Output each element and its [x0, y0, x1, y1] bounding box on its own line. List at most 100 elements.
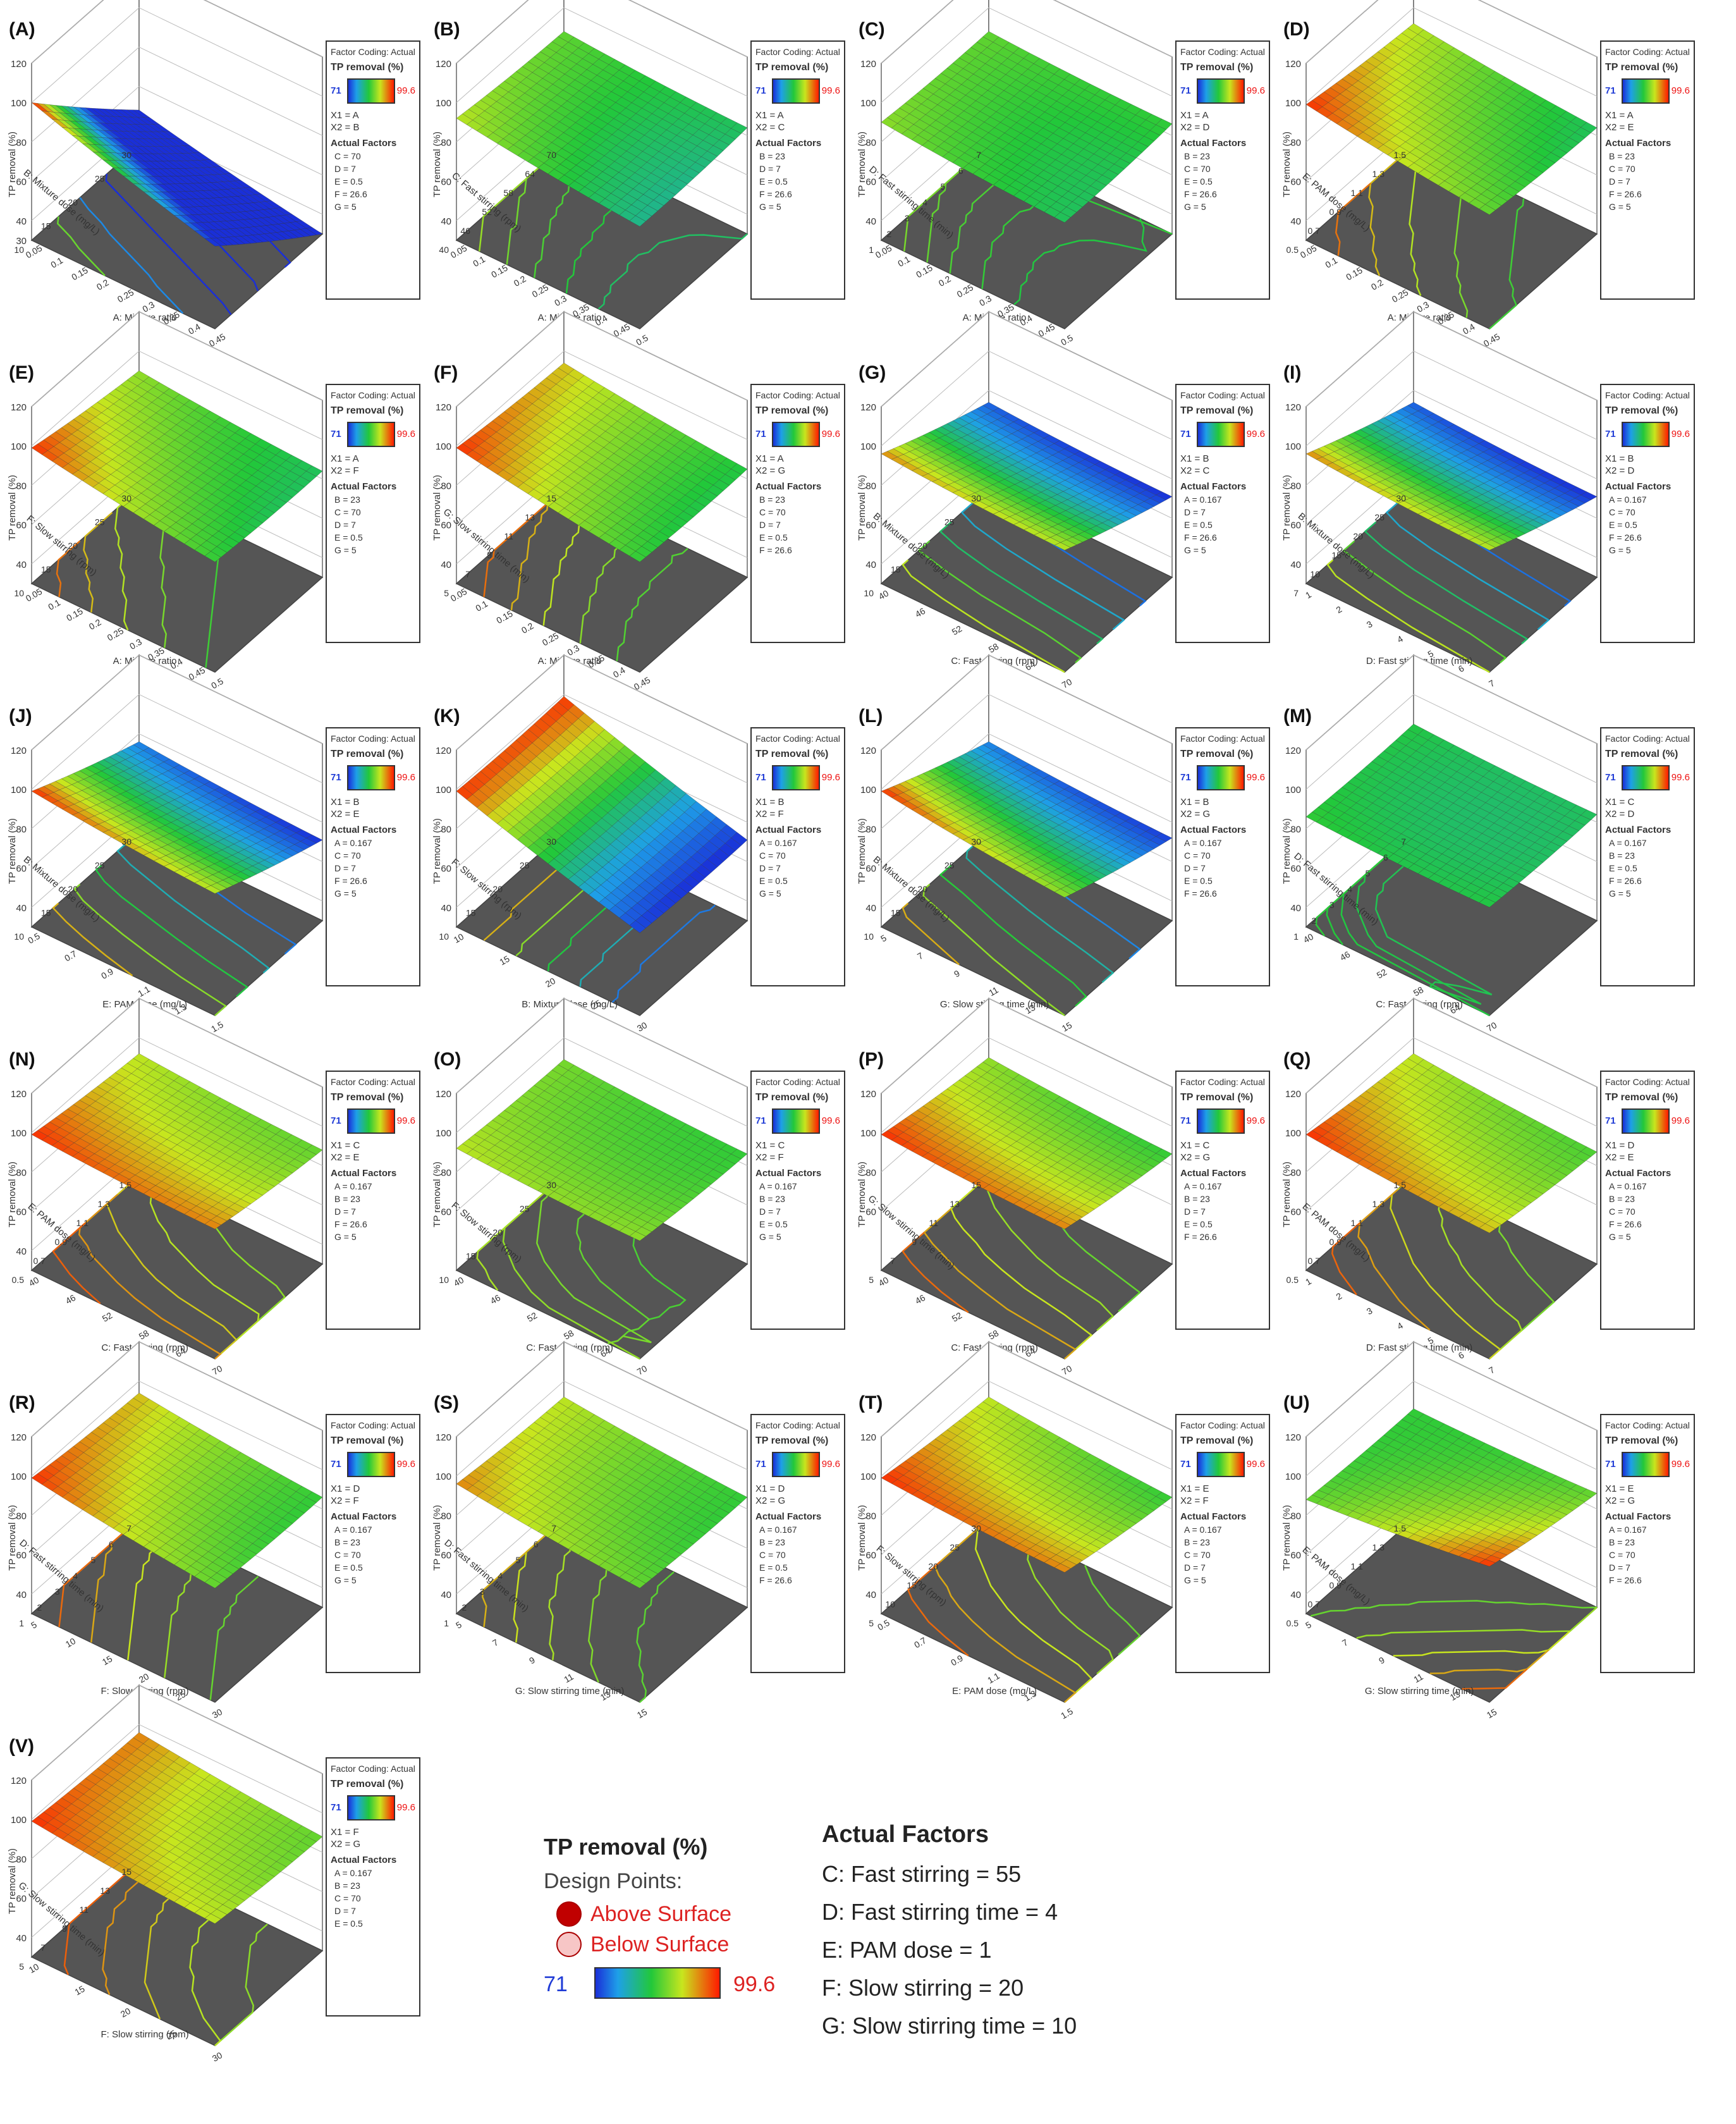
contour-line: [52, 1222, 101, 1304]
y-tick-label: 6: [1383, 852, 1388, 862]
z-tick-label: 120: [1285, 59, 1301, 70]
x-tick-label: 0.1: [46, 597, 62, 612]
y-tick-label: 20: [917, 541, 927, 551]
y-tick-label: 5: [1366, 868, 1371, 878]
panel-label: (F): [434, 362, 458, 383]
response-surface: [456, 1059, 748, 1241]
panel-legend: Factor Coding: Actual TP removal (%) 71 99.…: [1175, 40, 1270, 300]
z-tick-label: 120: [436, 1089, 451, 1100]
actual-factor-value: F = 26.6: [759, 189, 792, 199]
y-tick-label: 7: [1293, 588, 1299, 598]
x1-factor-label: X1 = A: [1180, 110, 1209, 121]
surface-cell: [881, 789, 898, 798]
actual-factor-value: F = 26.6: [334, 1219, 367, 1229]
x1-factor-label: X1 = A: [755, 453, 784, 464]
x-tick-label: 0.2: [95, 277, 111, 292]
actual-factor-value: B = 23: [1609, 850, 1635, 861]
x-tick-label: 0.1: [49, 255, 64, 270]
colorbar-gradient: [772, 422, 820, 447]
y-tick-label: 13: [525, 512, 535, 522]
x-tick-label: 0.05: [24, 586, 44, 604]
colorbar-gradient: [1622, 422, 1670, 447]
actual-factor-value: F = 26.6: [1609, 532, 1642, 543]
actual-factor-value: C = 70: [1184, 850, 1211, 861]
x-tick-label: 0.1: [1323, 255, 1339, 270]
colorbar-gradient: [347, 765, 395, 790]
surface-cell: [456, 113, 474, 125]
y-tick-label: 0.9: [55, 1237, 68, 1247]
panel-colorbar: 71 99.6: [1180, 422, 1265, 448]
factor-coding-label: Factor Coding: Actual: [331, 1077, 415, 1087]
y-tick-label: 30: [971, 837, 981, 847]
x2-factor-label: X2 = E: [331, 809, 360, 820]
contour-line: [56, 540, 81, 598]
contour-floor: [455, 832, 749, 1016]
panel-label: (J): [9, 706, 32, 727]
z-tick-label: 60: [1290, 177, 1301, 188]
x-tick-label: 0.25: [955, 282, 975, 300]
z-tick-label: 60: [16, 177, 27, 188]
actual-factor-value: G = 5: [334, 545, 357, 555]
z-tick-label: 40: [865, 903, 876, 914]
x-tick-label: 0.25: [106, 625, 126, 643]
contour-line: [106, 1175, 238, 1355]
contour-line: [616, 548, 688, 661]
z-tick-label: 40: [441, 903, 451, 914]
z-tick-label: 40: [16, 903, 27, 914]
y-tick-label: 1.3: [1372, 169, 1385, 179]
y-tick-label: 7: [976, 150, 981, 160]
x1-factor-label: X1 = B: [1180, 453, 1209, 464]
contour-line: [1368, 145, 1414, 276]
contour-line: [902, 902, 960, 966]
z-gridline: [1305, 311, 1598, 407]
z-tick-label: 100: [11, 1128, 27, 1139]
actual-factor-value: A = 0.167: [1609, 838, 1647, 848]
actual-factor-value: E = 0.5: [759, 876, 788, 886]
z-tick-label: 40: [1290, 903, 1301, 914]
actual-factor-value: E = 0.5: [1184, 520, 1213, 530]
factor-coding-label: Factor Coding: Actual: [331, 390, 415, 400]
contour-line: [1489, 198, 1525, 329]
panel-colorbar: 71 99.6: [1180, 765, 1265, 792]
response-surface: [881, 31, 1173, 223]
y-tick-label: 15: [41, 908, 51, 918]
panel-label: (L): [859, 706, 883, 727]
z-tick-label: 80: [441, 137, 451, 148]
panel-colorbar: 71 99.6: [331, 1108, 415, 1135]
z-tick-label: 120: [11, 746, 27, 756]
colorbar-gradient: [347, 78, 395, 104]
z-tick-label: 60: [865, 177, 876, 188]
actual-factors-heading: Actual Factors: [1180, 138, 1247, 149]
contour-line: [52, 902, 133, 976]
panel-legend: Factor Coding: Actual TP removal (%) 71 99.…: [1600, 384, 1695, 643]
actual-factor-value: B = 23: [334, 1194, 360, 1204]
z-tick-label: 40: [16, 1246, 27, 1257]
colorbar-max-label: 99.6: [1671, 772, 1690, 783]
y-tick-label: 30: [1396, 493, 1406, 503]
contour-line: [1342, 540, 1507, 663]
y-tick-label: 20: [68, 197, 78, 207]
z-tick-label: 80: [16, 137, 27, 148]
actual-factor-value: A = 0.167: [1184, 494, 1222, 505]
z-tick-label: 100: [436, 1128, 451, 1139]
z-axis-label: TP removal (%): [1281, 132, 1292, 197]
surface-cell: [1305, 100, 1323, 111]
y-tick-label: 7: [465, 569, 470, 579]
y-tick-label: 5: [941, 181, 946, 192]
z-gridline: [31, 654, 323, 751]
y-tick-label: 1.1: [1351, 188, 1364, 198]
colorbar-min-label: 71: [331, 772, 341, 783]
y-tick-label: 15: [41, 565, 51, 575]
z-axis-label: TP removal (%): [7, 475, 18, 541]
z-axis-label: TP removal (%): [7, 818, 18, 884]
x1-factor-label: X1 = A: [331, 110, 359, 121]
surface-cell: [31, 102, 49, 112]
x-tick-label: 0.25: [541, 630, 561, 648]
z-tick-label: 30: [16, 236, 27, 247]
actual-factor-value: B = 23: [334, 494, 360, 505]
